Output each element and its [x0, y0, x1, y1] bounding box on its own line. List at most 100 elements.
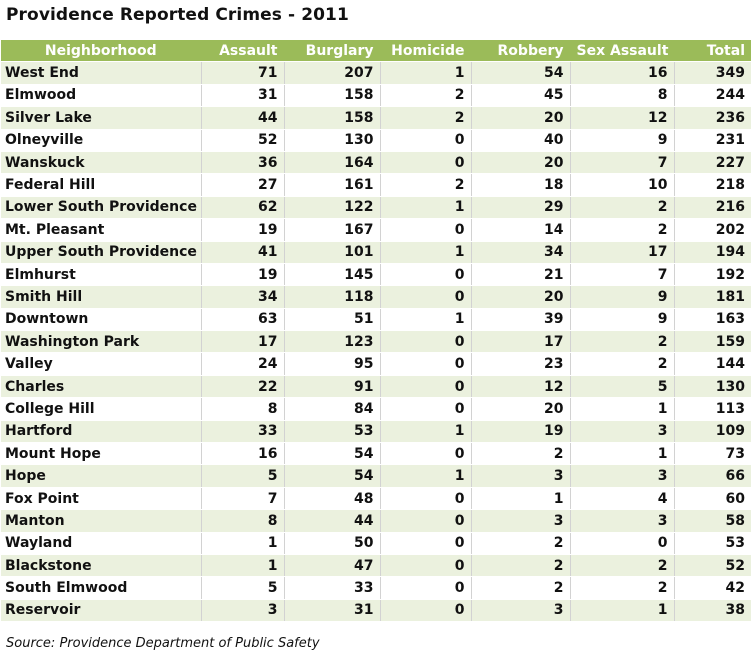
sex-assault-cell: 8	[570, 84, 675, 108]
table-row: Mt. Pleasant 19 167 0 14 2 202	[1, 218, 751, 242]
burglary-cell: 158	[284, 106, 381, 130]
sex-assault-cell: 2	[570, 330, 675, 354]
burglary-cell: 118	[284, 285, 381, 309]
sex-assault-cell: 16	[570, 61, 675, 85]
robbery-cell: 1	[471, 487, 571, 511]
robbery-cell: 2	[471, 532, 571, 555]
robbery-cell: 21	[471, 263, 571, 287]
column-header-total: Total	[674, 40, 751, 63]
neighborhood-cell: Smith Hill	[1, 285, 202, 309]
total-cell: 231	[674, 129, 751, 152]
neighborhood-cell: Lower South Providence	[1, 196, 202, 220]
neighborhood-cell: Upper South Providence	[1, 241, 202, 264]
assault-cell: 44	[201, 106, 285, 130]
homicide-cell: 0	[380, 352, 472, 376]
homicide-cell: 0	[380, 487, 472, 511]
homicide-cell: 1	[380, 420, 472, 444]
neighborhood-cell: Hope	[1, 464, 202, 488]
table-row: Federal Hill 27 161 2 18 10 218	[1, 173, 751, 197]
burglary-cell: 167	[284, 218, 381, 242]
neighborhood-cell: Federal Hill	[1, 173, 202, 197]
neighborhood-cell: Blackstone	[1, 554, 202, 578]
homicide-cell: 0	[380, 218, 472, 242]
sex-assault-cell: 5	[570, 375, 675, 399]
neighborhood-cell: Downtown	[1, 308, 202, 332]
burglary-cell: 50	[284, 532, 381, 555]
robbery-cell: 34	[471, 241, 571, 264]
homicide-cell: 0	[380, 375, 472, 399]
total-cell: 163	[674, 308, 751, 332]
burglary-cell: 54	[284, 442, 381, 466]
column-header-burglary: Burglary	[284, 40, 381, 63]
neighborhood-cell: Mount Hope	[1, 442, 202, 466]
table-row: Silver Lake 44 158 2 20 12 236	[1, 106, 751, 130]
homicide-cell: 0	[380, 151, 472, 175]
table-body: West End 71 207 1 54 16 349 Elmwood 31 158 2 45 8 244…	[1, 61, 751, 623]
sex-assault-cell: 12	[570, 106, 675, 130]
homicide-cell: 0	[380, 397, 472, 421]
homicide-cell: 0	[380, 442, 472, 466]
sex-assault-cell: 10	[570, 173, 675, 197]
total-cell: 192	[674, 263, 751, 287]
assault-cell: 19	[201, 218, 285, 242]
burglary-cell: 101	[284, 241, 381, 264]
total-cell: 218	[674, 173, 751, 197]
table-row: Charles 22 91 0 12 5 130	[1, 375, 751, 399]
neighborhood-cell: Fox Point	[1, 487, 202, 511]
robbery-cell: 20	[471, 106, 571, 130]
robbery-cell: 20	[471, 285, 571, 309]
assault-cell: 62	[201, 196, 285, 220]
robbery-cell: 14	[471, 218, 571, 242]
burglary-cell: 164	[284, 151, 381, 175]
sex-assault-cell: 1	[570, 442, 675, 466]
table-row: Reservoir 3 31 0 3 1 38	[1, 599, 751, 623]
sex-assault-cell: 2	[570, 196, 675, 220]
total-cell: 159	[674, 330, 751, 354]
burglary-cell: 145	[284, 263, 381, 287]
assault-cell: 7	[201, 487, 285, 511]
burglary-cell: 33	[284, 576, 381, 600]
table-row: Olneyville 52 130 0 40 9 231	[1, 129, 751, 152]
total-cell: 227	[674, 151, 751, 175]
assault-cell: 27	[201, 173, 285, 197]
assault-cell: 41	[201, 241, 285, 264]
burglary-cell: 91	[284, 375, 381, 399]
table-row: South Elmwood 5 33 0 2 2 42	[1, 576, 751, 600]
robbery-cell: 3	[471, 509, 571, 533]
sex-assault-cell: 0	[570, 532, 675, 555]
neighborhood-cell: Charles	[1, 375, 202, 399]
assault-cell: 24	[201, 352, 285, 376]
homicide-cell: 1	[380, 196, 472, 220]
robbery-cell: 23	[471, 352, 571, 376]
sex-assault-cell: 3	[570, 420, 675, 444]
robbery-cell: 12	[471, 375, 571, 399]
homicide-cell: 1	[380, 241, 472, 264]
table-row: College Hill 8 84 0 20 1 113	[1, 397, 751, 421]
assault-cell: 19	[201, 263, 285, 287]
table-row: Smith Hill 34 118 0 20 9 181	[1, 285, 751, 309]
neighborhood-cell: West End	[1, 61, 202, 85]
burglary-cell: 123	[284, 330, 381, 354]
neighborhood-cell: Hartford	[1, 420, 202, 444]
homicide-cell: 0	[380, 330, 472, 354]
total-cell: 181	[674, 285, 751, 309]
total-cell: 66	[674, 464, 751, 488]
sex-assault-cell: 7	[570, 263, 675, 287]
homicide-cell: 1	[380, 61, 472, 85]
column-header-sex-assault: Sex Assault	[570, 40, 675, 63]
assault-cell: 52	[201, 129, 285, 152]
assault-cell: 1	[201, 532, 285, 555]
homicide-cell: 0	[380, 532, 472, 555]
robbery-cell: 3	[471, 464, 571, 488]
total-cell: 60	[674, 487, 751, 511]
neighborhood-cell: Olneyville	[1, 129, 202, 152]
assault-cell: 16	[201, 442, 285, 466]
neighborhood-cell: Washington Park	[1, 330, 202, 354]
table-row: Hartford 33 53 1 19 3 109	[1, 420, 751, 444]
total-cell: 38	[674, 599, 751, 623]
burglary-cell: 31	[284, 599, 381, 623]
assault-cell: 22	[201, 375, 285, 399]
total-cell: 58	[674, 509, 751, 533]
robbery-cell: 54	[471, 61, 571, 85]
homicide-cell: 0	[380, 285, 472, 309]
